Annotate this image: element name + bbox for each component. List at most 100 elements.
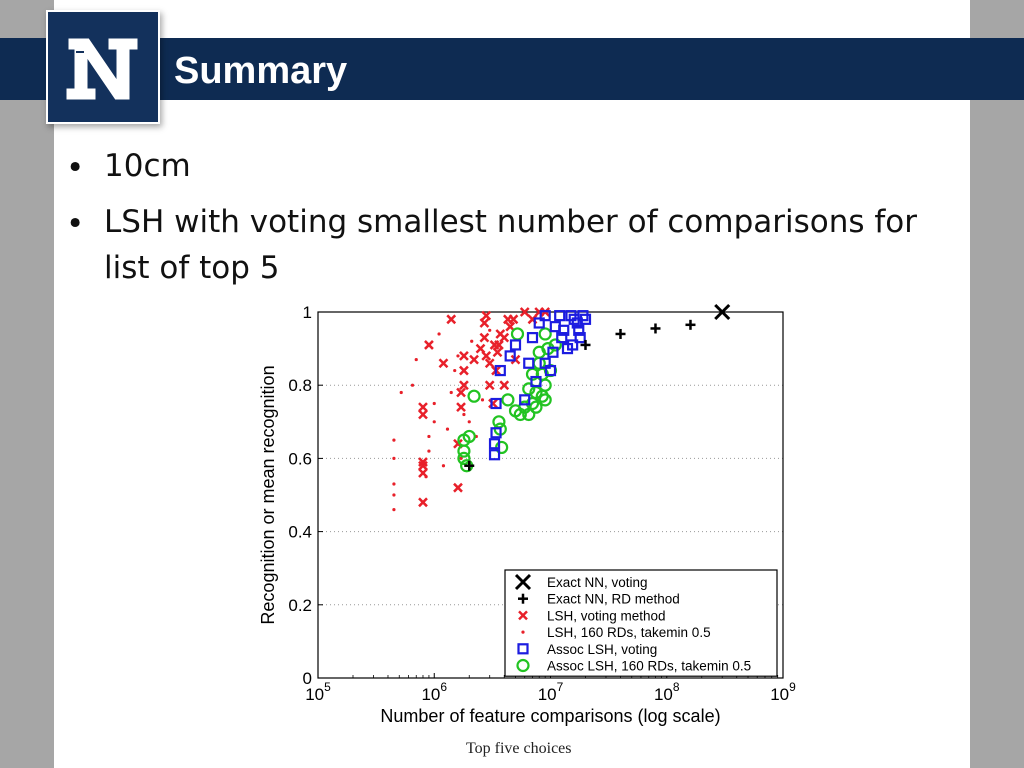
x-tick-label: 105: [305, 680, 331, 704]
nevada-n-logo-icon: [66, 38, 138, 100]
data-point: [418, 402, 428, 413]
data-point: [469, 354, 479, 365]
data-point: [492, 347, 503, 358]
legend-marker: [518, 593, 528, 604]
x-tick-label: 107: [538, 680, 564, 704]
data-point: [494, 340, 504, 350]
legend-entry: LSH, 160 RDs, takemin 0.5: [547, 625, 711, 640]
data-point: [418, 468, 428, 478]
data-point: [548, 338, 562, 352]
legend-entry: Exact NN, RD method: [547, 592, 680, 607]
data-point: [650, 323, 661, 334]
data-point: [427, 434, 431, 439]
data-point: [449, 390, 453, 395]
data-point: [501, 393, 515, 407]
y-tick-label: 0.4: [288, 523, 312, 542]
data-point: [445, 427, 450, 431]
legend-entry: Exact NN, voting: [547, 575, 648, 590]
data-point: [580, 339, 591, 350]
data-point: [490, 397, 502, 410]
data-point: [418, 409, 428, 420]
data-point: [714, 303, 731, 321]
data-point: [533, 317, 545, 329]
data-point: [462, 429, 476, 444]
page-title: Summary: [174, 50, 348, 92]
bullet-text-1: 10cm: [104, 148, 191, 184]
data-point: [392, 438, 396, 442]
data-point: [456, 402, 466, 413]
data-point: [554, 310, 566, 322]
data-point: [490, 427, 502, 439]
data-point: [438, 358, 449, 369]
y-tick-label: 0: [303, 669, 312, 688]
data-point: [530, 375, 542, 388]
header-bar: [0, 38, 1024, 100]
university-logo: [46, 10, 160, 124]
data-point: [459, 380, 469, 391]
data-point: [579, 313, 592, 325]
y-tick-label: 0.2: [288, 596, 312, 615]
bullet-text-2: LSH with voting smallest number of compa…: [104, 204, 918, 286]
data-point: [547, 346, 559, 358]
data-point: [484, 380, 495, 391]
data-point: [399, 390, 403, 395]
data-point: [432, 401, 436, 406]
data-point: [556, 332, 568, 344]
bullet-marker-1: •: [66, 150, 85, 186]
legend-entry: Assoc LSH, voting: [547, 642, 657, 657]
data-point: [488, 328, 492, 332]
data-point: [462, 412, 466, 417]
data-point: [480, 398, 485, 402]
data-point: [432, 420, 436, 424]
data-point: [567, 339, 579, 351]
y-tick-label: 0.6: [288, 449, 312, 468]
data-point: [456, 387, 466, 398]
data-point: [479, 332, 490, 343]
scatter-chart: 0 0.2 0.4 0.6 0.8 1 105 106 107 108 109 Number of …: [258, 303, 796, 726]
data-point: [544, 364, 557, 377]
data-point: [484, 358, 495, 369]
data-point: [499, 332, 510, 343]
y-tick-label: 1: [303, 303, 312, 322]
x-axis-label: Number of feature comparisons (log scale…: [380, 706, 720, 726]
legend-marker: [521, 630, 525, 634]
points-layer: [392, 303, 731, 512]
data-point: [418, 497, 428, 508]
data-point: [508, 314, 519, 325]
data-point: [519, 394, 531, 406]
data-point: [494, 364, 506, 377]
data-point: [526, 332, 539, 344]
data-point: [464, 460, 475, 471]
data-point: [509, 339, 522, 351]
data-point: [522, 407, 536, 422]
data-point: [488, 449, 501, 461]
data-point: [410, 383, 415, 387]
legend-marker: [516, 658, 530, 673]
y-tick-label: 0.8: [288, 376, 312, 395]
x-tick-label: 109: [770, 680, 796, 704]
data-point: [459, 365, 469, 376]
data-point: [481, 351, 492, 361]
data-point: [488, 398, 498, 409]
data-point: [488, 438, 501, 450]
data-point: [418, 457, 428, 467]
x-tick-label: 108: [654, 680, 680, 704]
data-point: [441, 464, 446, 468]
data-point: [539, 310, 551, 322]
legend-box: [504, 569, 778, 677]
data-point: [519, 307, 530, 317]
data-point: [573, 324, 585, 336]
data-point: [457, 451, 471, 465]
data-point: [459, 351, 469, 361]
data-point: [538, 393, 552, 407]
data-point: [456, 354, 460, 358]
data-point: [392, 456, 396, 460]
legend-marker: [514, 573, 532, 591]
data-point: [481, 310, 492, 321]
legend-entry: LSH, voting method: [547, 608, 666, 623]
data-point: [685, 319, 696, 330]
data-point: [467, 420, 471, 424]
data-point: [499, 380, 510, 391]
data-point: [467, 389, 481, 403]
